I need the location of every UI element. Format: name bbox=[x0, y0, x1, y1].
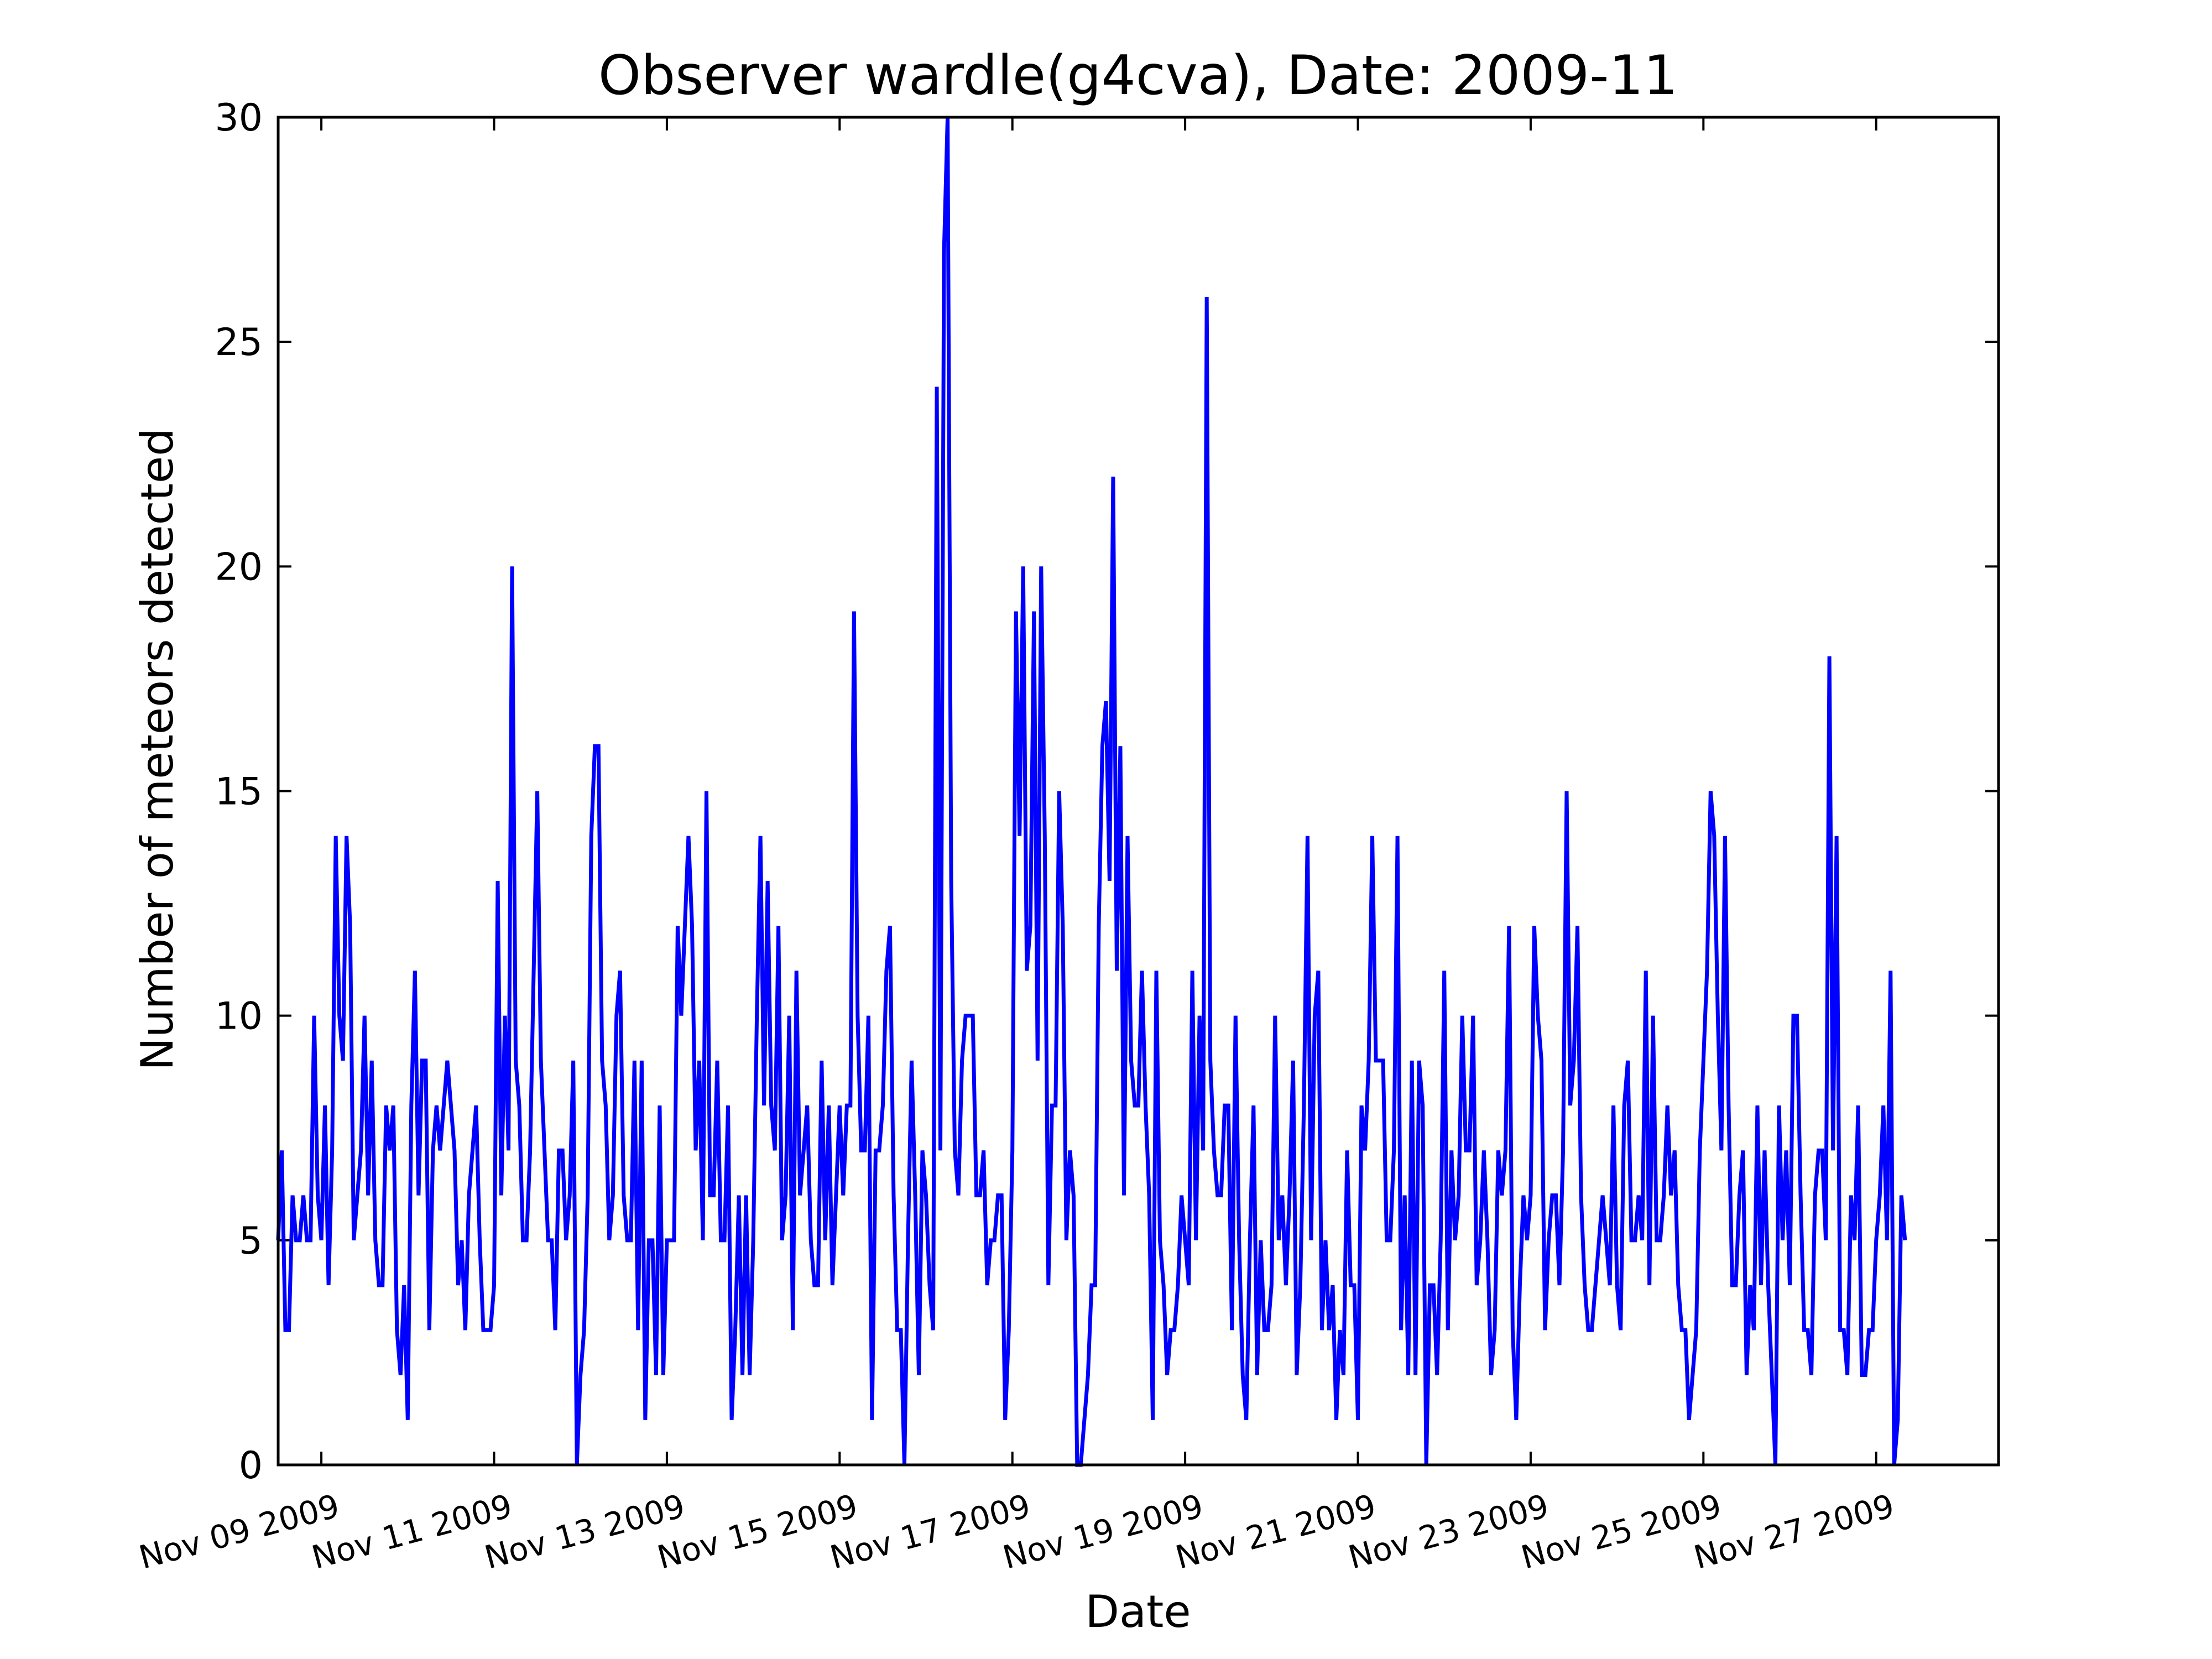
y-tick-label: 20 bbox=[215, 545, 263, 589]
y-tick-label: 5 bbox=[239, 1219, 263, 1263]
x-tick-label: Nov 11 2009 bbox=[308, 1487, 516, 1577]
series-line-0 bbox=[276, 117, 1907, 1467]
series-layer bbox=[276, 117, 1907, 1467]
x-tick-label: Nov 13 2009 bbox=[481, 1487, 688, 1577]
y-tick-label: 0 bbox=[239, 1444, 263, 1488]
y-tick-label: 10 bbox=[215, 995, 263, 1039]
x-tick-label: Nov 09 2009 bbox=[135, 1487, 343, 1577]
x-tick-label: Nov 15 2009 bbox=[654, 1487, 862, 1577]
x-tick-label: Nov 19 2009 bbox=[999, 1487, 1207, 1577]
x-tick-label: Nov 25 2009 bbox=[1517, 1487, 1725, 1577]
y-tick-label: 30 bbox=[215, 96, 263, 140]
plot-frame bbox=[276, 116, 2000, 1467]
chart-title: Observer wardle(g4cva), Date: 2009-11 bbox=[598, 44, 1678, 107]
x-tick-label: Nov 17 2009 bbox=[826, 1487, 1034, 1577]
x-tick-label: Nov 23 2009 bbox=[1344, 1487, 1552, 1577]
x-axis-label: Date bbox=[1085, 1586, 1191, 1637]
y-axis-ticks: 0 5 10 15 20 25 30 bbox=[215, 96, 1999, 1488]
y-tick-label: 15 bbox=[215, 770, 263, 814]
x-tick-label: Nov 21 2009 bbox=[1172, 1487, 1380, 1577]
y-axis-label: Number of meteors detected bbox=[132, 428, 183, 1071]
x-tick-label: Nov 27 2009 bbox=[1690, 1487, 1898, 1577]
y-tick-label: 25 bbox=[215, 321, 263, 364]
